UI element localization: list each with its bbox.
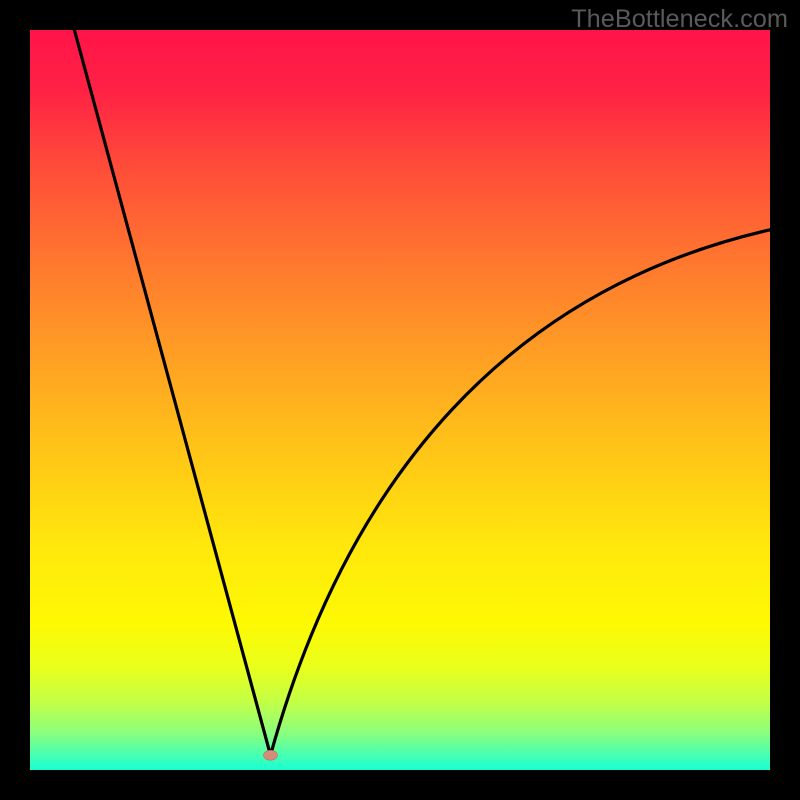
bottleneck-curve-svg xyxy=(30,30,770,770)
bottleneck-curve xyxy=(74,30,770,755)
optimal-point-marker xyxy=(263,750,277,760)
watermark-text: TheBottleneck.com xyxy=(571,5,788,34)
plot-area xyxy=(30,30,770,770)
chart-container: TheBottleneck.com xyxy=(0,0,800,800)
